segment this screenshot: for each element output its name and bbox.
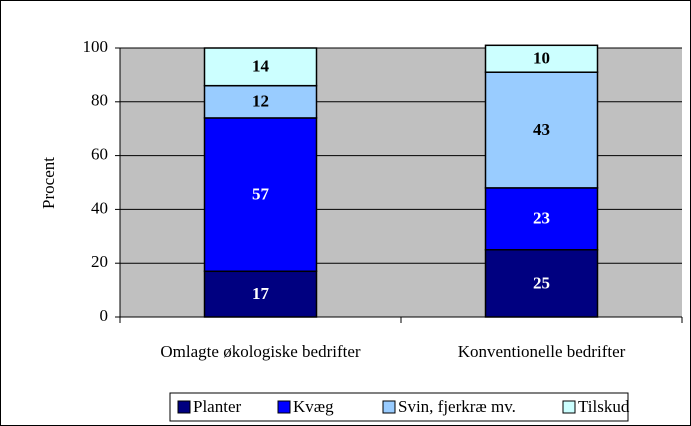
- legend-box: [169, 392, 629, 422]
- y-tick-label: 0: [100, 306, 109, 325]
- data-label: 17: [252, 284, 270, 303]
- y-tick-label: 100: [83, 37, 109, 56]
- y-tick-label: 80: [91, 91, 108, 110]
- bar-segment: [203, 270, 318, 318]
- bar-segment: [203, 84, 318, 119]
- bar-segment: [484, 44, 599, 73]
- data-label: 25: [533, 273, 550, 292]
- legend-label: Kvæg: [293, 397, 334, 416]
- legend-swatch: [562, 400, 576, 414]
- data-label: 12: [252, 92, 269, 111]
- bar-segment: [203, 47, 318, 87]
- legend-label: Tilskud: [578, 397, 630, 416]
- data-label: 23: [533, 209, 550, 228]
- data-label: 10: [533, 49, 550, 68]
- bar-segment: [203, 117, 318, 273]
- y-tick-label: 60: [91, 145, 108, 164]
- y-axis-label: Procent: [39, 157, 58, 209]
- bar-segment: [484, 187, 599, 251]
- data-label: 14: [252, 57, 270, 76]
- bar-segment: [484, 249, 599, 318]
- legend-label: Svin, fjerkræ mv.: [398, 397, 516, 416]
- legend-label: Planter: [193, 397, 241, 416]
- bar-segment: [484, 71, 599, 189]
- data-label: 57: [252, 185, 270, 204]
- legend-swatch: [277, 400, 291, 414]
- data-label: 43: [533, 120, 550, 139]
- x-tick-label: Omlagte økologiske bedrifter: [160, 342, 361, 361]
- y-tick-label: 20: [91, 252, 108, 271]
- y-tick-label: 40: [91, 198, 108, 217]
- legend-swatch: [382, 400, 396, 414]
- legend-swatch: [177, 400, 191, 414]
- x-tick-label: Konventionelle bedrifter: [458, 342, 626, 361]
